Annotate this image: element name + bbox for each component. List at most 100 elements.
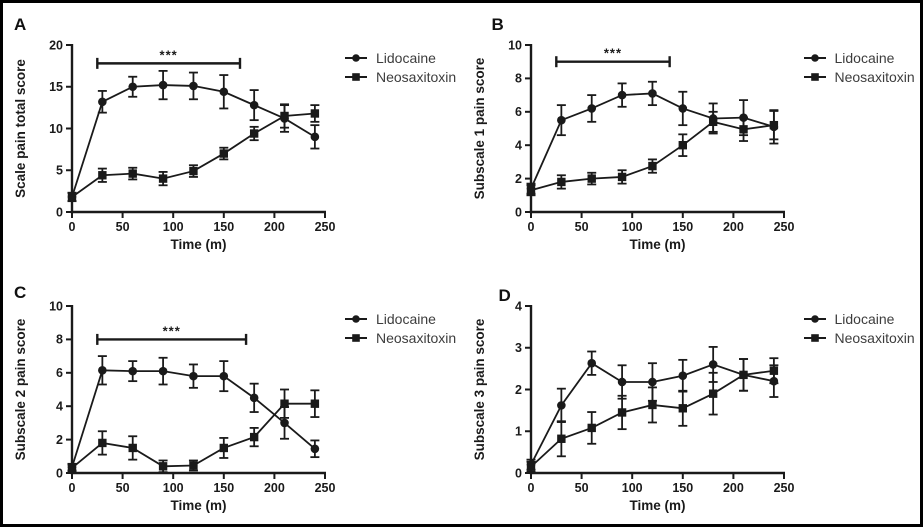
data-point-marker xyxy=(526,186,535,195)
data-point-marker xyxy=(678,403,687,412)
y-tick-label: 8 xyxy=(515,72,522,86)
data-point-marker xyxy=(647,400,657,409)
data-point-marker xyxy=(98,438,107,447)
significance-bar: *** xyxy=(554,46,671,68)
series-neosaxitoxin xyxy=(67,103,320,203)
y-tick-label: 0 xyxy=(56,205,63,219)
x-tick-label: 200 xyxy=(722,481,743,495)
series-line xyxy=(71,84,316,198)
legend-item-lidocaine: Lidocaine xyxy=(803,311,915,327)
legend-label-neosaxitoxin: Neosaxitoxin xyxy=(834,329,915,346)
data-point-marker xyxy=(708,388,717,398)
data-point-marker xyxy=(738,370,748,379)
legend-a: Lidocaine Neosaxitoxin xyxy=(344,50,456,85)
data-point-marker xyxy=(617,377,626,386)
data-point-marker xyxy=(219,371,229,380)
x-axis-label: Time (m) xyxy=(629,237,685,252)
data-point-marker xyxy=(678,141,687,150)
x-tick-label: 50 xyxy=(116,481,130,495)
legend-label-neosaxitoxin: Neosaxitoxin xyxy=(376,329,457,346)
y-tick-label: 10 xyxy=(49,122,63,136)
legend-item-neosaxitoxin: Neosaxitoxin xyxy=(803,69,915,85)
x-tick-label: 0 xyxy=(69,220,76,234)
data-point-marker xyxy=(249,100,259,110)
y-tick-label: 0 xyxy=(515,466,522,480)
data-point-marker xyxy=(128,169,137,178)
data-point-marker xyxy=(738,125,748,134)
y-tick-label: 4 xyxy=(515,139,522,153)
data-point-marker xyxy=(586,358,596,367)
data-point-marker xyxy=(647,377,657,386)
x-tick-label: 200 xyxy=(264,220,285,234)
x-tick-label: 100 xyxy=(621,481,642,495)
panel-label-a: A xyxy=(14,15,27,34)
lidocaine-circle-marker-icon xyxy=(345,54,367,62)
data-point-marker xyxy=(158,366,168,375)
data-point-marker xyxy=(556,400,566,410)
chart-b-subscale-1-pain-score: 0 50 100 150 200 250 0 2 4 6 8 10 Time (m) Subscale 1… xyxy=(472,38,794,252)
x-tick-label: 150 xyxy=(672,481,693,495)
y-tick-label: 2 xyxy=(515,172,522,186)
x-tick-label: 250 xyxy=(773,481,794,495)
legend-label-lidocaine: Lidocaine xyxy=(376,50,436,66)
data-point-marker xyxy=(587,423,596,432)
data-point-marker xyxy=(67,192,77,202)
y-tick-label: 20 xyxy=(49,38,63,52)
data-point-marker xyxy=(769,120,778,130)
legend-item-neosaxitoxin: Neosaxitoxin xyxy=(803,330,915,346)
y-axis-label: Subscale 2 pain score xyxy=(13,318,28,460)
y-tick-label: 10 xyxy=(49,299,63,313)
legend-item-lidocaine: Lidocaine xyxy=(803,50,915,66)
data-point-marker xyxy=(280,111,289,121)
data-point-marker xyxy=(617,172,626,182)
y-tick-label: 10 xyxy=(508,38,522,52)
significance-stars: *** xyxy=(163,323,181,338)
neosaxitoxin-square-marker-icon xyxy=(345,73,367,81)
data-point-marker xyxy=(556,177,566,187)
x-tick-label: 250 xyxy=(773,220,794,234)
x-tick-label: 50 xyxy=(574,220,588,234)
data-point-marker xyxy=(189,460,198,470)
x-tick-label: 0 xyxy=(527,220,534,234)
data-point-marker xyxy=(556,115,566,125)
panel-label-c: C xyxy=(14,282,27,302)
data-point-marker xyxy=(586,104,596,113)
data-point-marker xyxy=(617,407,626,417)
data-point-marker xyxy=(219,87,229,97)
legend-item-neosaxitoxin: Neosaxitoxin xyxy=(344,69,456,85)
y-tick-label: 6 xyxy=(515,105,522,119)
data-point-marker xyxy=(617,90,626,100)
x-tick-label: 150 xyxy=(213,220,234,234)
y-tick-label: 4 xyxy=(515,299,522,313)
data-point-marker xyxy=(310,132,320,142)
legend-label-lidocaine: Lidocaine xyxy=(376,310,436,327)
lidocaine-circle-marker-icon xyxy=(803,314,826,323)
x-tick-label: 150 xyxy=(213,481,234,495)
legend-label-lidocaine: Lidocaine xyxy=(834,50,895,66)
data-point-marker xyxy=(708,117,717,127)
data-point-marker xyxy=(647,89,657,98)
data-point-marker xyxy=(708,359,717,369)
data-point-marker xyxy=(678,370,687,380)
y-tick-label: 1 xyxy=(515,424,522,438)
x-tick-label: 0 xyxy=(69,481,76,495)
x-tick-label: 200 xyxy=(722,220,743,234)
data-point-marker xyxy=(128,366,138,375)
series-line xyxy=(71,112,315,198)
series-neosaxitoxin xyxy=(67,388,320,473)
y-axis-label: Subscale 1 pain score xyxy=(472,57,487,199)
x-tick-label: 100 xyxy=(621,220,642,234)
data-point-marker xyxy=(189,166,198,176)
data-point-marker xyxy=(310,443,320,453)
legend-item-lidocaine: Lidocaine xyxy=(344,50,456,66)
y-tick-label: 4 xyxy=(56,399,63,413)
legend-c: Lidocaine Neosaxitoxin xyxy=(344,311,456,346)
x-tick-label: 200 xyxy=(264,481,285,495)
y-tick-label: 15 xyxy=(49,80,63,94)
lidocaine-circle-marker-icon xyxy=(345,314,367,323)
x-tick-label: 50 xyxy=(116,220,130,234)
panel-label-b: B xyxy=(491,15,504,34)
data-point-marker xyxy=(158,80,168,90)
data-point-marker xyxy=(158,174,168,183)
